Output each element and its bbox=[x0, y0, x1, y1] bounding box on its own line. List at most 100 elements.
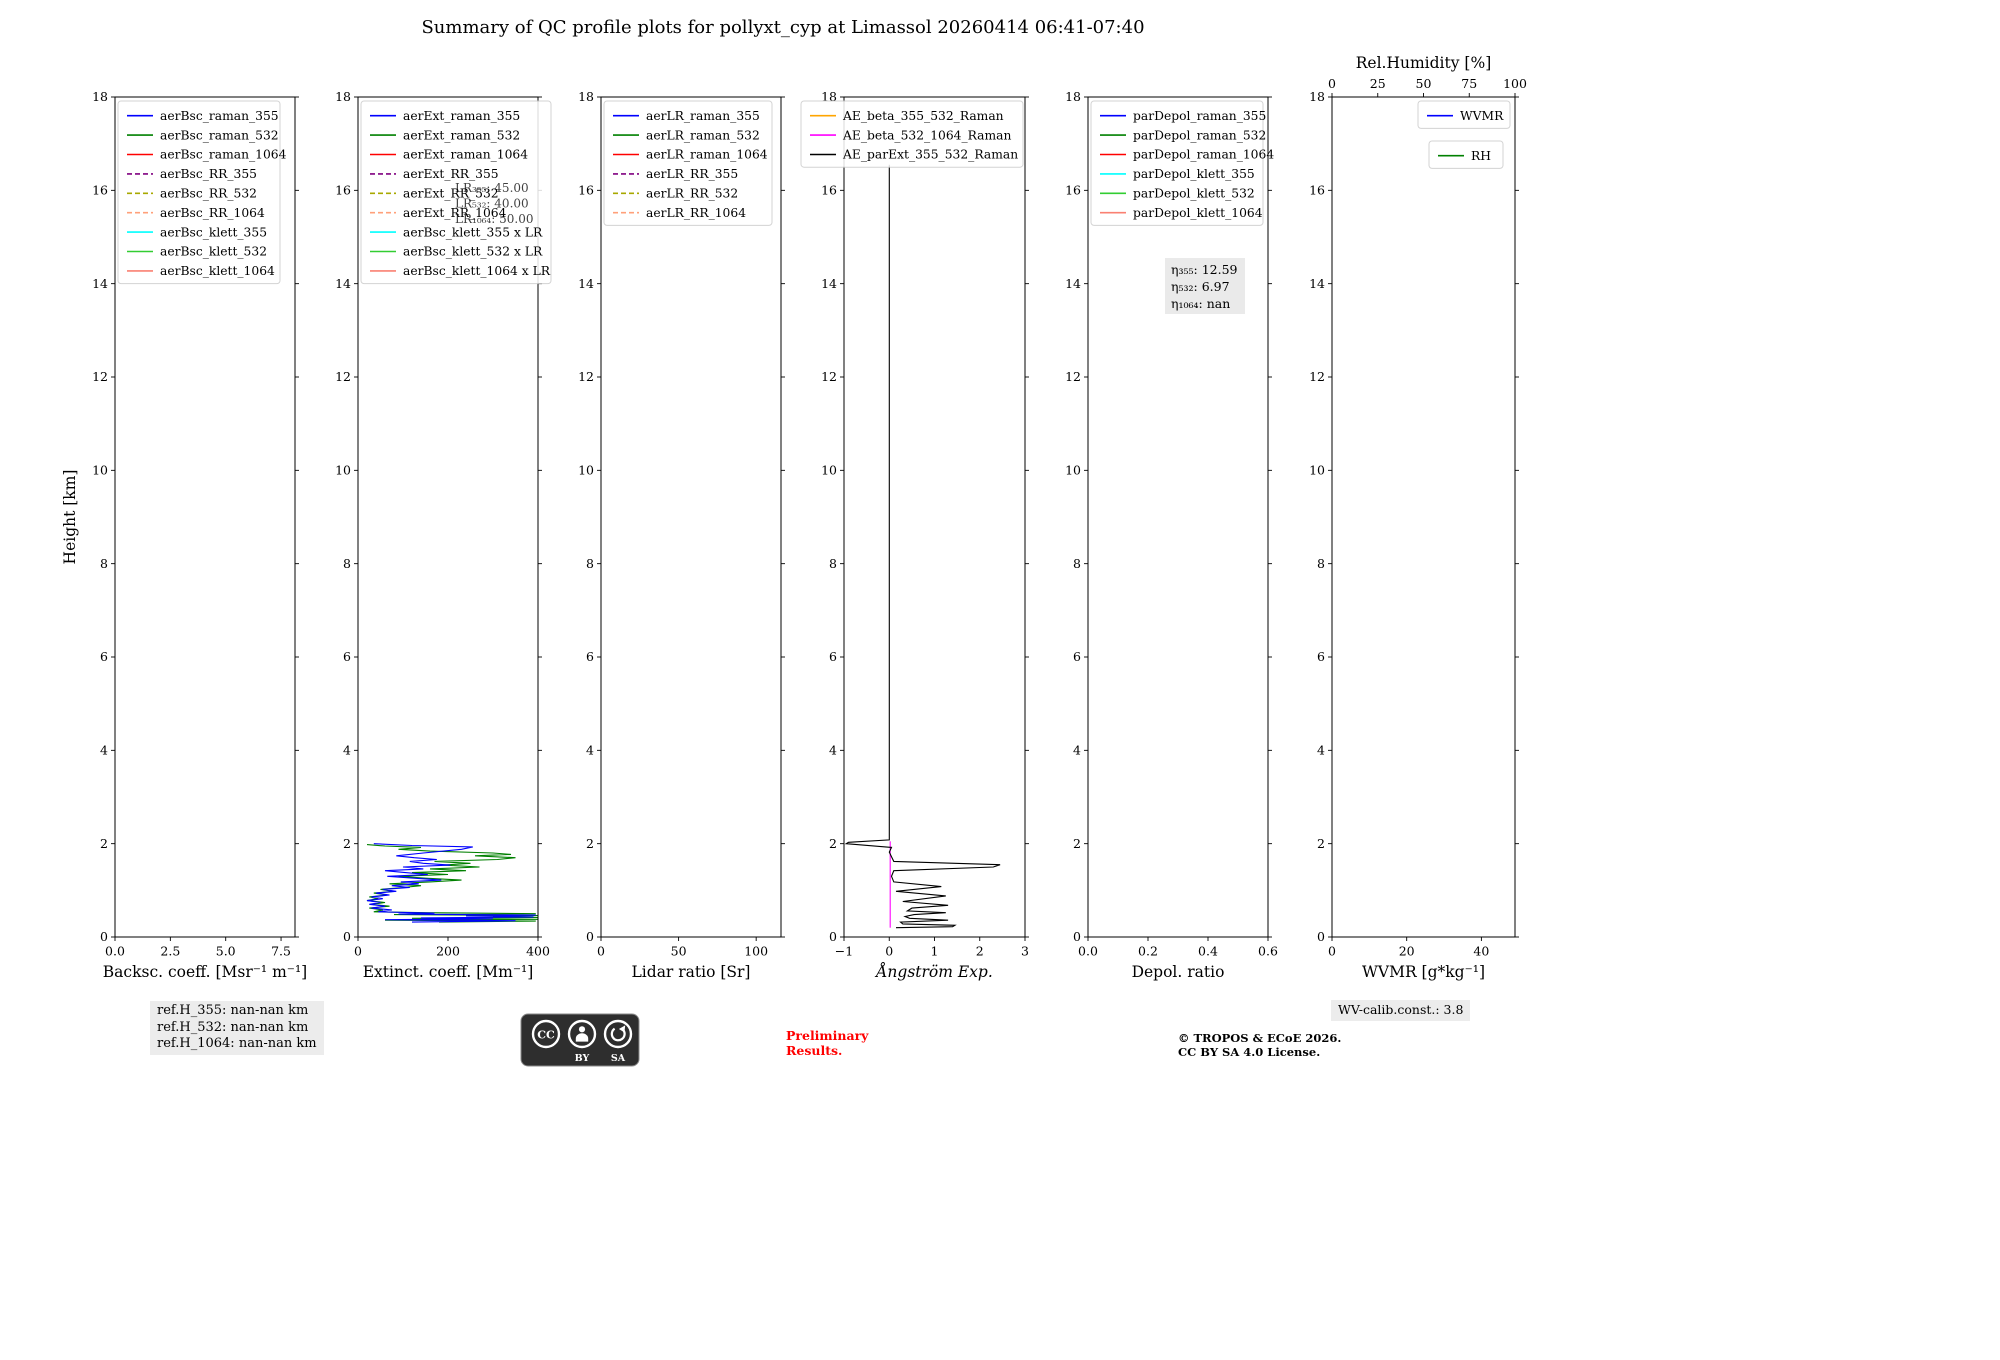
cc-by-sa-badge: CC BY SA bbox=[520, 1013, 640, 1067]
series-aerExt_raman_355 bbox=[366, 843, 536, 923]
legend-label: aerExt_raman_532 bbox=[403, 128, 520, 142]
cc-logo-text: CC bbox=[537, 1029, 555, 1042]
y-tick-label: 0 bbox=[343, 929, 351, 944]
top-tick-label: 100 bbox=[1503, 76, 1527, 91]
y-tick-label: 10 bbox=[335, 463, 351, 478]
by-label: BY bbox=[575, 1053, 590, 1064]
x-axis-label: WVMR [g*kg⁻¹] bbox=[1362, 963, 1485, 981]
wv-calib-note: WV-calib.const.: 3.8 bbox=[1331, 1000, 1471, 1021]
x-tick-label: 20 bbox=[1399, 944, 1415, 959]
x-tick-label: −1 bbox=[835, 944, 853, 959]
y-tick-label: 16 bbox=[335, 183, 351, 198]
y-tick-label: 6 bbox=[829, 649, 837, 664]
legend-box bbox=[603, 100, 773, 226]
y-tick-label: 2 bbox=[100, 836, 108, 851]
x-tick-label: 0 bbox=[354, 944, 362, 959]
y-tick-label: 12 bbox=[821, 369, 837, 384]
legend-label: aerBsc_klett_1064 x LR bbox=[403, 264, 551, 278]
y-tick-label: 0 bbox=[1073, 929, 1081, 944]
legend-label: aerExt_RR_1064 bbox=[403, 206, 507, 220]
cc-logo-icon bbox=[531, 1019, 561, 1049]
y-tick-label: 12 bbox=[578, 369, 594, 384]
y-tick-label: 16 bbox=[92, 183, 108, 198]
legend-label: parDepol_klett_355 bbox=[1133, 167, 1255, 181]
legend-label: parDepol_klett_1064 bbox=[1133, 206, 1263, 220]
y-tick-label: 14 bbox=[821, 276, 837, 291]
by-person-icon bbox=[567, 1019, 597, 1049]
legend-label: aerBsc_RR_1064 bbox=[160, 206, 265, 220]
y-tick-label: 18 bbox=[92, 89, 108, 104]
eta-annotation-box bbox=[1165, 258, 1245, 314]
y-tick-label: 14 bbox=[1065, 276, 1081, 291]
y-tick-label: 12 bbox=[335, 369, 351, 384]
x-tick-label: 0.0 bbox=[1078, 944, 1098, 959]
top-axis-label: Rel.Humidity [%] bbox=[1356, 54, 1492, 72]
ref-h-532: ref.H_532: nan-nan km bbox=[157, 1019, 309, 1035]
y-tick-label: 18 bbox=[335, 89, 351, 104]
legend-box bbox=[1090, 100, 1264, 226]
x-axis-label: Ångström Exp. bbox=[874, 963, 993, 981]
y-tick-label: 8 bbox=[829, 556, 837, 571]
top-tick-label: 50 bbox=[1416, 76, 1432, 91]
series-AE_parExt_355_532_Raman bbox=[844, 164, 1001, 929]
legend-label: AE_parExt_355_532_Raman bbox=[842, 148, 1018, 162]
legend-box bbox=[1417, 100, 1511, 129]
y-tick-label: 16 bbox=[1065, 183, 1081, 198]
x-tick-label: 0.2 bbox=[1138, 944, 1158, 959]
y-tick-label: 6 bbox=[343, 649, 351, 664]
y-tick-label: 14 bbox=[335, 276, 351, 291]
panel-backscatter: 0 2 4 6 8 10 12 14 16 18 0.0 2.5 5.0 7.5 Backsc. coeff… bbox=[92, 89, 307, 981]
y-tick-label: 2 bbox=[1317, 836, 1325, 851]
legend-box bbox=[1428, 140, 1504, 169]
eta-annotation-line: η₃₅₅: 12.59 bbox=[1171, 262, 1238, 277]
legend-label: aerLR_raman_1064 bbox=[646, 148, 768, 162]
x-axis-label: Depol. ratio bbox=[1132, 963, 1225, 981]
x-tick-label: 40 bbox=[1473, 944, 1489, 959]
y-tick-label: 8 bbox=[343, 556, 351, 571]
ref-h-1064: ref.H_1064: nan-nan km bbox=[157, 1036, 317, 1051]
y-tick-label: 0 bbox=[100, 929, 108, 944]
top-tick-label: 75 bbox=[1461, 76, 1477, 91]
legend-label: aerBsc_raman_355 bbox=[160, 109, 279, 123]
eta-annotation-line: η₁₀₆₄: nan bbox=[1171, 296, 1230, 311]
reference-heights-note: ref.H_355: nan-nan km ref.H_532: nan-nan… bbox=[150, 1001, 324, 1055]
lr-annotation-line: LR₃₅₅: 45.00 bbox=[455, 181, 529, 195]
x-tick-label: 100 bbox=[744, 944, 768, 959]
lr-annotation-line: LR₁₀₆₄: 50.00 bbox=[455, 212, 533, 226]
top-tick-label: 0 bbox=[1328, 76, 1336, 91]
eta-annotation-line: η₅₃₂: 6.97 bbox=[1171, 279, 1230, 294]
legend-label: aerBsc_klett_532 x LR bbox=[403, 245, 543, 259]
x-axis-label: Backsc. coeff. [Msr⁻¹ m⁻¹] bbox=[103, 963, 307, 981]
legend-label: aerLR_raman_355 bbox=[646, 109, 760, 123]
legend-label: aerBsc_RR_355 bbox=[160, 167, 257, 181]
legend-label: aerExt_raman_1064 bbox=[403, 148, 528, 162]
y-tick-label: 10 bbox=[1309, 463, 1325, 478]
legend-label: aerExt_RR_532 bbox=[403, 187, 499, 201]
lr-annotation-line: LR₅₃₂: 40.00 bbox=[455, 197, 529, 211]
x-tick-label: 2.5 bbox=[160, 944, 180, 959]
y-tick-label: 10 bbox=[578, 463, 594, 478]
sa-arrow-head bbox=[618, 1025, 626, 1033]
axes-frame bbox=[114, 96, 296, 938]
legend-label: aerLR_RR_355 bbox=[646, 167, 738, 181]
x-tick-label: 0.6 bbox=[1258, 944, 1278, 959]
x-tick-label: 0.0 bbox=[105, 944, 125, 959]
y-tick-label: 18 bbox=[821, 89, 837, 104]
ref-h-355: ref.H_355: nan-nan km bbox=[157, 1003, 309, 1018]
y-tick-label: 2 bbox=[586, 836, 594, 851]
legend-label: aerLR_RR_1064 bbox=[646, 206, 746, 220]
sa-arrow-icon bbox=[603, 1019, 633, 1049]
legend-label: aerLR_raman_532 bbox=[646, 128, 760, 142]
y-tick-label: 4 bbox=[100, 743, 108, 758]
y-tick-label: 0 bbox=[1317, 929, 1325, 944]
panel-lidar-ratio: 0 2 4 6 8 10 12 14 16 18 0 50 100 Lidar ratio [Sr] aer… bbox=[578, 89, 785, 981]
y-tick-label: 18 bbox=[1065, 89, 1081, 104]
x-tick-label: 50 bbox=[671, 944, 687, 959]
y-tick-label: 10 bbox=[1065, 463, 1081, 478]
y-axis-label: Height [km] bbox=[61, 470, 79, 565]
copyright-line-2: CC BY SA 4.0 License. bbox=[1178, 1044, 1321, 1059]
y-tick-label: 4 bbox=[1317, 743, 1325, 758]
y-tick-label: 8 bbox=[586, 556, 594, 571]
